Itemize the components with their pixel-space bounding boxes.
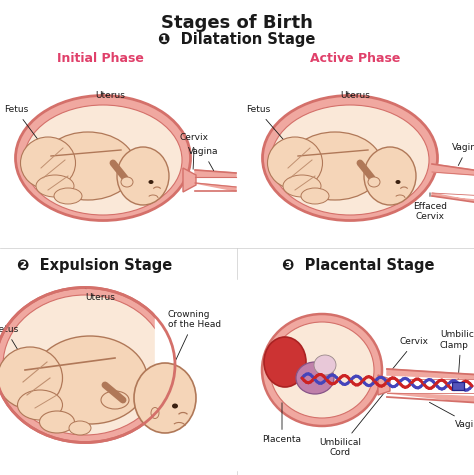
Text: Stages of Birth: Stages of Birth — [161, 14, 313, 32]
Polygon shape — [387, 393, 474, 403]
Ellipse shape — [134, 363, 196, 433]
Ellipse shape — [288, 132, 383, 200]
Ellipse shape — [3, 295, 167, 435]
Text: Umbilical
Cord: Umbilical Cord — [319, 390, 386, 457]
Text: ❸  Placental Stage: ❸ Placental Stage — [282, 258, 434, 273]
Ellipse shape — [33, 336, 147, 424]
Ellipse shape — [264, 337, 306, 387]
Text: Crowning
of the Head: Crowning of the Head — [168, 310, 221, 363]
Ellipse shape — [16, 95, 191, 220]
Text: Effaced
Cervix: Effaced Cervix — [413, 193, 447, 221]
Ellipse shape — [54, 188, 82, 204]
Ellipse shape — [172, 403, 178, 408]
Ellipse shape — [296, 362, 334, 394]
Text: Placenta: Placenta — [263, 403, 301, 444]
Ellipse shape — [117, 147, 169, 205]
Ellipse shape — [368, 177, 380, 187]
Ellipse shape — [271, 105, 429, 215]
Polygon shape — [432, 193, 474, 204]
Ellipse shape — [18, 390, 63, 420]
Ellipse shape — [20, 137, 75, 189]
Ellipse shape — [364, 147, 416, 205]
Polygon shape — [155, 280, 240, 470]
Polygon shape — [432, 164, 474, 176]
Polygon shape — [378, 375, 390, 395]
Text: Uterus: Uterus — [95, 91, 125, 100]
Text: Uterus: Uterus — [340, 91, 370, 100]
Text: Umbilical
Clamp: Umbilical Clamp — [440, 330, 474, 379]
Ellipse shape — [301, 188, 329, 204]
Ellipse shape — [263, 95, 438, 220]
Text: ❷  Expulsion Stage: ❷ Expulsion Stage — [18, 258, 173, 273]
Polygon shape — [183, 168, 196, 192]
Text: Vagina: Vagina — [429, 402, 474, 429]
Ellipse shape — [283, 175, 321, 197]
Ellipse shape — [101, 391, 129, 409]
Text: ❶  Dilatation Stage: ❶ Dilatation Stage — [158, 32, 316, 47]
Text: Initial Phase: Initial Phase — [56, 52, 144, 65]
Ellipse shape — [0, 287, 175, 443]
Ellipse shape — [121, 177, 133, 187]
Ellipse shape — [148, 180, 154, 184]
Polygon shape — [387, 369, 474, 379]
Ellipse shape — [0, 347, 63, 409]
Polygon shape — [195, 183, 236, 191]
Text: Active Phase: Active Phase — [310, 52, 400, 65]
Ellipse shape — [395, 180, 401, 184]
Ellipse shape — [151, 408, 159, 418]
Ellipse shape — [24, 105, 182, 215]
Ellipse shape — [267, 137, 322, 189]
Text: Vagina: Vagina — [188, 148, 219, 171]
Ellipse shape — [36, 175, 74, 197]
Text: Fetus: Fetus — [4, 105, 46, 151]
Ellipse shape — [262, 314, 382, 426]
Text: Cervix: Cervix — [180, 133, 209, 169]
Text: Cervix: Cervix — [388, 338, 429, 375]
Ellipse shape — [69, 421, 91, 435]
Text: Fetus: Fetus — [246, 105, 293, 151]
Text: Vagina: Vagina — [452, 143, 474, 165]
Ellipse shape — [270, 322, 374, 418]
Polygon shape — [452, 382, 464, 390]
Ellipse shape — [40, 132, 136, 200]
Ellipse shape — [314, 355, 336, 375]
Polygon shape — [195, 170, 236, 177]
Text: Uterus: Uterus — [85, 288, 115, 302]
Ellipse shape — [39, 411, 74, 433]
Text: Fetus: Fetus — [0, 325, 26, 362]
